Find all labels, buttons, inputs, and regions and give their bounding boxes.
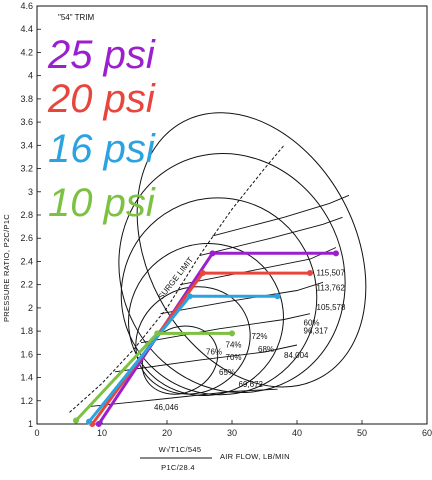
series-point: [86, 418, 92, 425]
efficiency-island: [118, 153, 346, 394]
speed-line-label: 105,578: [317, 303, 346, 312]
y-axis-label: PRESSURE RATIO, P2C/P1C: [2, 214, 11, 322]
y-tick-label: 4.6: [20, 1, 33, 11]
legend-entry: 25 psi: [47, 33, 156, 77]
series-point: [274, 293, 281, 300]
y-tick-label: 1.2: [20, 396, 33, 406]
y-tick-label: 3.8: [20, 94, 33, 104]
speed-line: [199, 216, 343, 257]
y-tick-label: 2.6: [20, 233, 33, 243]
y-tick-label: 2.8: [20, 210, 33, 220]
x-axis-formula-bottom: P1C/28.4: [161, 463, 195, 472]
y-tick-label: 2: [28, 303, 33, 313]
efficiency-island: [141, 325, 219, 395]
series-point: [199, 270, 206, 277]
series-point: [154, 330, 161, 337]
legend-entry: 16 psi: [48, 127, 156, 171]
speed-line-label: 69,672: [239, 380, 264, 389]
x-tick-label: 40: [292, 428, 302, 438]
y-tick-label: 4.4: [20, 24, 33, 34]
efficiency-island: [135, 286, 251, 395]
speed-line: [114, 344, 298, 373]
y-tick-label: 3.2: [20, 164, 33, 174]
efficiency-label: 76%: [206, 347, 222, 356]
y-tick-label: 4.2: [20, 47, 33, 57]
speed-line-label: 96,317: [304, 326, 329, 335]
speed-line: [88, 388, 278, 408]
legend-entry: 10 psi: [48, 181, 156, 225]
efficiency-label: 70%: [226, 353, 242, 362]
speed-line: [212, 194, 350, 237]
x-axis-formula-top: W√T1C/545: [159, 445, 202, 454]
series-point: [229, 330, 235, 337]
speed-line: [140, 313, 311, 344]
y-tick-label: 2.4: [20, 256, 33, 266]
x-tick-label: 60: [422, 428, 432, 438]
efficiency-label: 72%: [252, 332, 268, 341]
x-tick-label: 20: [162, 428, 172, 438]
speed-line-label: 115,507: [317, 268, 346, 277]
speed-line-label: 84,004: [284, 351, 309, 360]
surge-limit-line: [69, 144, 285, 413]
chart-title: "54" TRIM: [58, 13, 95, 22]
y-tick-label: 2.2: [20, 280, 33, 290]
series-line: [87, 294, 278, 423]
y-tick-label: 1.6: [20, 349, 33, 359]
y-tick-label: 1: [28, 419, 33, 429]
x-tick-label: 0: [34, 428, 39, 438]
x-axis-label: AIR FLOW, LB/MIN: [220, 452, 290, 461]
series-point: [73, 417, 79, 424]
series-point: [333, 250, 339, 257]
x-tick-label: 30: [227, 428, 237, 438]
y-tick-label: 3.4: [20, 140, 33, 150]
speed-line-label: 113,762: [317, 283, 346, 292]
boost-series-layer: [73, 250, 339, 427]
series-point: [186, 293, 193, 300]
efficiency-label: 74%: [226, 340, 242, 349]
y-tick-label: 1.8: [20, 326, 33, 336]
series-point: [209, 250, 216, 257]
y-tick-label: 4: [28, 71, 33, 81]
x-tick-label: 50: [357, 428, 367, 438]
legend-entry: 20 psi: [47, 77, 156, 121]
series-point: [95, 421, 102, 427]
efficiency-label: 60%: [304, 318, 320, 327]
y-tick-label: 1.4: [20, 373, 33, 383]
chart-axes: 1 1.2 1.4 1.6 1.8 2 2.2 2.4 2.6 2.8 3 3.2 3.4 3.6 3.8 4…: [20, 1, 432, 438]
efficiency-island: [136, 112, 367, 388]
compressor-map-lines: 115,507 113,762 105,578 96,317 84,004 69,672 4…: [69, 112, 367, 413]
series-line: [97, 251, 336, 425]
efficiency-label: 68%: [258, 345, 274, 354]
efficiency-label: 65%: [219, 368, 235, 377]
efficiency-island: [120, 197, 318, 396]
speed-line-label: 46,046: [154, 403, 179, 412]
y-tick-label: 3: [28, 187, 33, 197]
y-tick-label: 3.6: [20, 117, 33, 127]
series-point: [307, 270, 313, 277]
x-tick-label: 10: [97, 428, 107, 438]
